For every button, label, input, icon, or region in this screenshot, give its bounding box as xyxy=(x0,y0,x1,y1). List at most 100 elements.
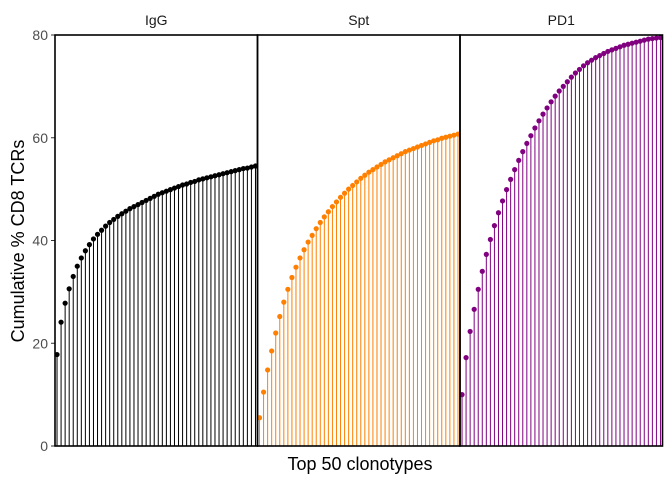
data-point xyxy=(337,194,344,200)
data-point xyxy=(378,161,384,168)
data-point xyxy=(265,367,271,373)
data-point xyxy=(414,144,421,150)
data-point xyxy=(167,187,174,193)
data-point xyxy=(139,199,145,206)
data-point xyxy=(204,175,210,181)
data-point xyxy=(155,191,161,197)
data-point xyxy=(297,255,303,261)
data-point xyxy=(305,239,311,245)
data-point xyxy=(321,214,327,220)
data-point xyxy=(495,210,502,216)
data-point xyxy=(333,199,340,205)
data-point xyxy=(358,175,364,181)
facet-title: PD1 xyxy=(548,12,575,28)
data-point xyxy=(192,178,198,185)
data-point xyxy=(508,176,514,182)
data-point xyxy=(406,147,412,153)
data-point xyxy=(431,138,437,144)
data-point xyxy=(171,185,178,191)
y-tick-label: 80 xyxy=(32,27,48,43)
data-point xyxy=(402,149,408,155)
data-point xyxy=(475,286,481,292)
data-point xyxy=(394,153,400,159)
facet-panels: IgG Spt PD1 xyxy=(54,12,664,447)
data-point xyxy=(277,313,283,320)
data-point xyxy=(641,37,647,43)
data-point xyxy=(572,70,579,76)
data-point xyxy=(281,299,287,305)
data-point xyxy=(564,79,570,85)
data-point xyxy=(451,132,457,138)
y-tick-label: 60 xyxy=(32,130,48,146)
data-point xyxy=(179,182,186,188)
facet-title: Spt xyxy=(348,12,369,28)
data-point xyxy=(98,227,105,233)
data-point xyxy=(123,208,129,214)
data-point xyxy=(584,60,591,66)
data-point xyxy=(74,263,80,269)
data-point xyxy=(200,176,206,182)
data-point xyxy=(463,355,469,361)
data-point xyxy=(260,389,267,395)
data-point xyxy=(653,35,660,41)
data-point xyxy=(143,197,149,204)
data-point xyxy=(248,164,255,170)
data-point xyxy=(111,216,117,223)
data-point xyxy=(540,111,546,117)
y-tick-label: 20 xyxy=(32,335,48,351)
data-point xyxy=(317,219,323,226)
data-point xyxy=(103,223,109,229)
data-point xyxy=(589,57,595,63)
data-point xyxy=(240,165,246,172)
data-point xyxy=(580,63,587,69)
data-point xyxy=(86,242,93,248)
data-point xyxy=(483,251,489,257)
data-point xyxy=(568,74,574,80)
data-point xyxy=(516,157,522,163)
panel-border xyxy=(459,34,664,447)
data-point xyxy=(216,172,222,178)
data-point xyxy=(398,151,404,157)
y-axis-title: Cumulative % CD8 TCRs xyxy=(8,140,28,343)
data-point xyxy=(188,179,194,186)
data-point xyxy=(597,52,603,59)
data-point xyxy=(196,177,202,183)
data-point xyxy=(447,133,453,139)
data-point xyxy=(244,165,250,171)
data-point xyxy=(435,137,441,143)
data-point xyxy=(576,66,583,73)
data-point xyxy=(471,306,477,312)
y-tick-label: 0 xyxy=(40,438,48,454)
panel-spt: Spt xyxy=(256,12,461,447)
data-point xyxy=(524,140,530,147)
data-point xyxy=(135,201,141,208)
data-point xyxy=(184,181,190,187)
data-point xyxy=(479,268,485,274)
data-point xyxy=(366,169,372,175)
facet-title: IgG xyxy=(145,12,168,28)
data-point xyxy=(427,139,433,145)
data-point xyxy=(350,182,356,189)
data-point xyxy=(269,348,275,354)
data-point xyxy=(175,183,182,190)
data-point xyxy=(301,247,307,253)
data-point xyxy=(617,44,623,50)
data-point xyxy=(273,330,279,336)
data-point xyxy=(560,83,566,89)
data-point xyxy=(107,219,113,226)
data-point xyxy=(512,167,518,173)
data-point xyxy=(127,206,133,212)
data-point xyxy=(285,286,291,292)
data-point xyxy=(151,193,157,199)
data-point xyxy=(78,255,84,261)
data-point xyxy=(236,167,242,173)
data-point xyxy=(556,88,562,94)
data-point xyxy=(131,203,137,210)
data-point xyxy=(208,174,214,180)
data-point xyxy=(115,213,121,219)
data-point xyxy=(629,40,635,46)
data-point xyxy=(637,38,643,44)
data-point xyxy=(443,134,449,140)
data-point xyxy=(159,190,165,196)
